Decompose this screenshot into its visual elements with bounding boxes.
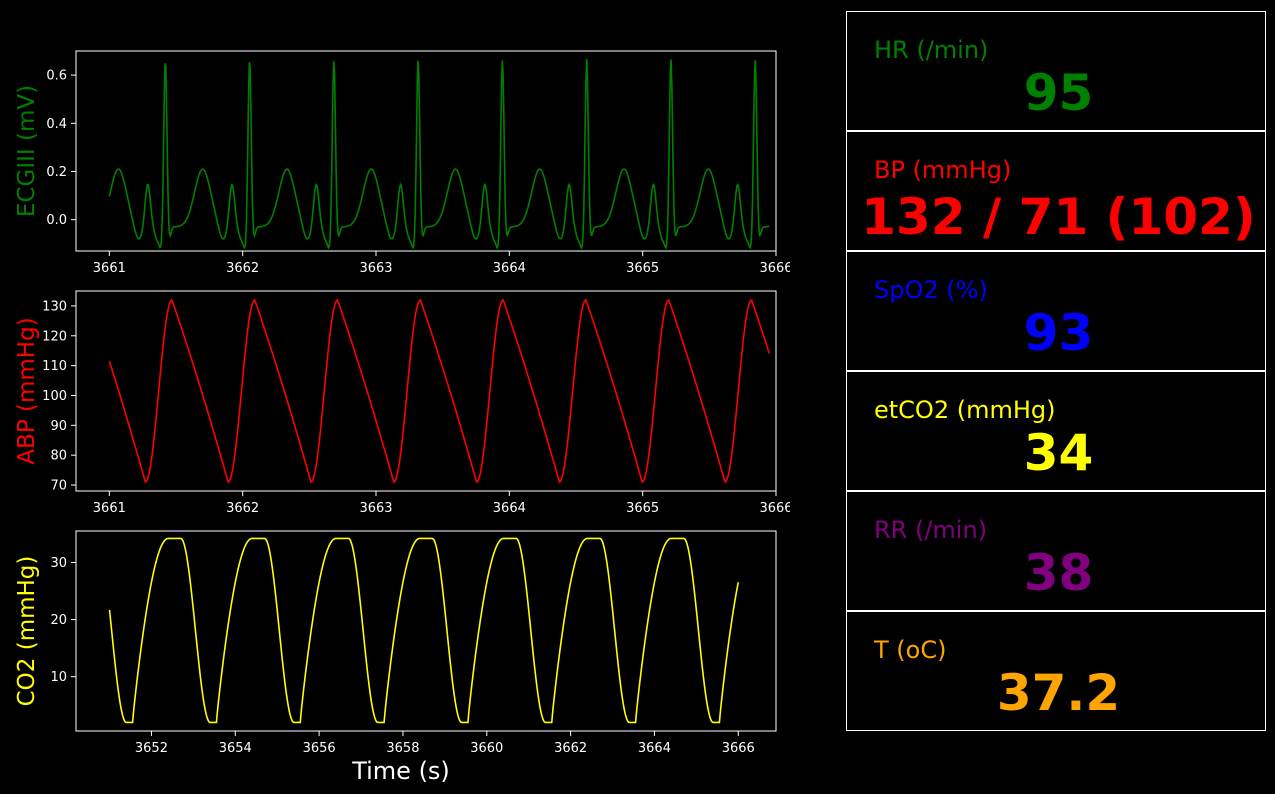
y-tick-label: 90 — [50, 419, 67, 434]
x-tick-label: 3664 — [493, 261, 526, 276]
co2-ylabel: CO2 (mmHg) — [14, 556, 40, 707]
abp-chart: 3661 3662 3663 3664 3665 3666 70 80 90 100 110 120 1… — [14, 290, 790, 516]
y-tick-label: 0.0 — [46, 213, 67, 228]
x-tick-label: 3665 — [626, 501, 659, 516]
x-tick-label: 3654 — [219, 741, 252, 756]
co2-frame — [75, 530, 777, 732]
spo2-panel: SpO2 (%) 93 — [846, 251, 1266, 371]
rr-label: RR (/min) — [874, 516, 988, 544]
x-tick-label: 3656 — [303, 741, 336, 756]
co2-chart: 3652 3654 3656 3658 3660 3662 3664 3666 10 20 30 CO… — [14, 530, 777, 785]
y-tick-label: 100 — [42, 389, 67, 404]
y-tick-label: 130 — [42, 299, 67, 314]
y-tick-label: 0.6 — [46, 69, 67, 84]
x-tick-label: 3664 — [638, 741, 671, 756]
rr-panel: RR (/min) 38 — [846, 491, 1266, 611]
y-tick-label: 0.2 — [46, 165, 67, 180]
x-tick-label: 3666 — [722, 741, 755, 756]
x-tick-label: 3666 — [759, 501, 790, 516]
y-tick-label: 70 — [50, 479, 67, 494]
hr-value: 95 — [1023, 64, 1094, 122]
x-tick-label: 3665 — [626, 261, 659, 276]
temp-label: T (oC) — [874, 636, 947, 664]
spo2-value: 93 — [1023, 304, 1094, 362]
y-tick-label: 80 — [50, 449, 67, 464]
ecg-chart: 3661 3662 3663 3664 3665 3666 0.0 0.2 0.4 0.6 ECGI… — [14, 50, 790, 276]
co2-waveform — [108, 537, 740, 724]
ecg-frame — [75, 50, 777, 252]
x-tick-label: 3662 — [226, 501, 259, 516]
abp-frame — [75, 290, 777, 492]
rr-value: 38 — [1023, 544, 1094, 602]
x-tick-label: 3661 — [93, 501, 126, 516]
temp-value: 37.2 — [996, 664, 1121, 722]
etco2-value: 34 — [1023, 424, 1094, 482]
abp-waveform — [108, 298, 771, 484]
temp-panel: T (oC) 37.2 — [846, 611, 1266, 731]
x-tick-label: 3663 — [359, 261, 392, 276]
abp-ylabel: ABP (mmHg) — [14, 317, 40, 464]
bp-panel: BP (mmHg) 132 / 71 (102) — [846, 131, 1266, 251]
ecg-waveform — [108, 58, 770, 250]
y-tick-label: 120 — [42, 329, 67, 344]
waveform-charts: 3661 3662 3663 3664 3665 3666 0.0 0.2 0.4 0.6 ECGI… — [14, 50, 790, 785]
x-tick-label: 3666 — [759, 261, 790, 276]
y-tick-label: 110 — [42, 359, 67, 374]
x-tick-label: 3658 — [386, 741, 419, 756]
y-tick-label: 30 — [50, 556, 67, 571]
hr-panel: HR (/min) 95 — [846, 11, 1266, 131]
x-tick-label: 3652 — [135, 741, 168, 756]
x-tick-label: 3660 — [470, 741, 503, 756]
spo2-label: SpO2 (%) — [874, 276, 988, 304]
ecg-ylabel: ECGIII (mV) — [14, 85, 40, 217]
etco2-panel: etCO2 (mmHg) 34 — [846, 371, 1266, 491]
bp-label: BP (mmHg) — [874, 156, 1012, 184]
x-tick-label: 3664 — [493, 501, 526, 516]
x-tick-label: 3661 — [93, 261, 126, 276]
bp-value: 132 / 71 (102) — [861, 188, 1256, 246]
hr-label: HR (/min) — [874, 36, 989, 64]
x-tick-label: 3662 — [226, 261, 259, 276]
y-tick-label: 20 — [50, 613, 67, 628]
etco2-label: etCO2 (mmHg) — [874, 396, 1056, 424]
y-tick-label: 10 — [50, 670, 67, 685]
y-tick-label: 0.4 — [46, 117, 67, 132]
time-axis-label: Time (s) — [351, 757, 450, 785]
x-tick-label: 3663 — [359, 501, 392, 516]
x-tick-label: 3662 — [554, 741, 587, 756]
